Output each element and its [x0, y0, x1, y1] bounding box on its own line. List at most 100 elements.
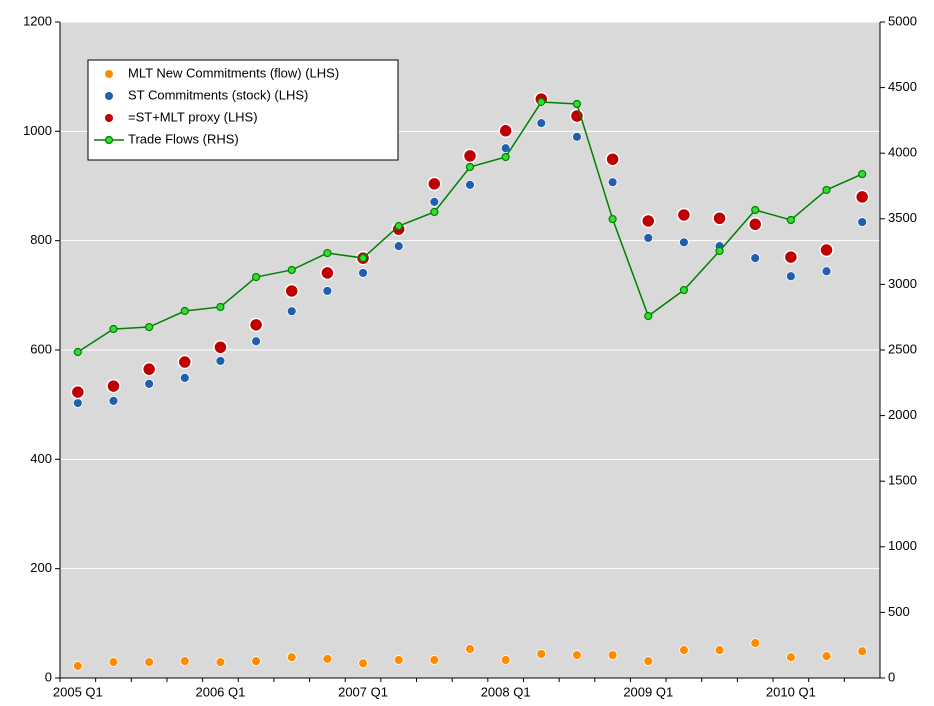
y-tick-label: 1200 [23, 13, 52, 28]
y-tick-label: 800 [30, 232, 52, 247]
legend-label: ST Commitments (stock) (LHS) [128, 87, 308, 102]
x-tick-label: 2005 Q1 [53, 684, 103, 699]
scatter-point [783, 249, 799, 265]
scatter-point [785, 271, 796, 282]
line-marker [251, 272, 261, 282]
y-tick-label: 1000 [23, 123, 52, 138]
scatter-point [500, 143, 511, 154]
line-marker [715, 246, 724, 256]
scatter-point [607, 650, 618, 660]
scatter-point [179, 656, 190, 666]
scatter-point [106, 378, 121, 394]
scatter-point [144, 378, 155, 389]
line-marker [786, 215, 795, 225]
x-tick-label: 2009 Q1 [623, 684, 673, 699]
scatter-point [750, 638, 761, 648]
scatter-point [215, 657, 226, 668]
scatter-point [427, 176, 442, 192]
scatter-point [536, 118, 547, 129]
line-marker [608, 214, 617, 224]
scatter-point [213, 340, 228, 355]
scatter-point [429, 196, 440, 207]
scatter-point [358, 658, 368, 669]
legend-box [87, 59, 399, 161]
y2-tick-label: 1500 [888, 473, 917, 488]
line-marker [501, 152, 510, 162]
line-marker [109, 324, 118, 334]
line-marker [430, 207, 439, 217]
scatter-point [358, 268, 368, 278]
scatter-point [641, 213, 656, 229]
scatter-point [747, 217, 763, 232]
scatter-point [821, 651, 832, 662]
scatter-point [643, 233, 654, 243]
y-tick-label: 400 [30, 451, 52, 466]
scatter-point [857, 646, 868, 657]
scatter-point [251, 336, 261, 347]
scatter-point [70, 384, 86, 400]
legend-label: MLT New Commitments (flow) (LHS) [128, 65, 339, 80]
y-tick-label: 0 [45, 669, 52, 684]
y-tick-label: 600 [30, 341, 52, 356]
scatter-point [393, 655, 404, 665]
scatter-point [72, 398, 83, 408]
line-marker [216, 302, 225, 312]
scatter-point [679, 237, 689, 248]
line-marker [287, 265, 296, 275]
scatter-point [679, 645, 689, 656]
scatter-point [141, 361, 157, 377]
scatter-point [108, 657, 119, 668]
line-marker [644, 311, 653, 321]
y2-tick-label: 4500 [888, 79, 917, 94]
scatter-point [320, 265, 335, 281]
x-tick-label: 2008 Q1 [481, 684, 531, 699]
scatter-point [821, 266, 832, 277]
legend-marker [104, 135, 114, 145]
legend-marker [105, 114, 113, 122]
legend-label: Trade Flows (RHS) [128, 131, 239, 146]
scatter-point [572, 650, 582, 660]
y2-tick-label: 500 [888, 604, 910, 619]
scatter-point [322, 653, 333, 664]
scatter-point [144, 657, 155, 668]
line-marker [537, 97, 546, 107]
y2-tick-label: 3500 [888, 210, 917, 225]
scatter-point [465, 180, 475, 190]
scatter-point [750, 253, 761, 264]
scatter-point [712, 211, 727, 226]
scatter-point [643, 656, 654, 666]
y2-tick-label: 4000 [888, 145, 917, 160]
scatter-point [819, 242, 834, 258]
line-marker [73, 347, 82, 357]
y-tick-label: 200 [30, 560, 52, 575]
scatter-point [177, 354, 193, 370]
x-tick-label: 2006 Q1 [195, 684, 245, 699]
x-tick-label: 2007 Q1 [338, 684, 388, 699]
line-marker [751, 205, 760, 215]
scatter-point [714, 645, 725, 656]
y2-tick-label: 5000 [888, 13, 917, 28]
scatter-point [393, 241, 404, 252]
line-marker [394, 221, 403, 231]
scatter-point [248, 317, 264, 333]
scatter-point [607, 177, 618, 188]
y2-tick-label: 2000 [888, 407, 917, 422]
line-marker [858, 169, 867, 179]
scatter-point [322, 286, 333, 296]
scatter-point [785, 652, 796, 663]
legend-marker [105, 92, 113, 100]
scatter-point [284, 283, 299, 299]
y2-tick-label: 2500 [888, 341, 917, 356]
line-marker [145, 322, 154, 332]
scatter-point [72, 661, 83, 671]
line-marker [572, 99, 582, 109]
y2-tick-label: 0 [888, 669, 895, 684]
scatter-point [286, 652, 297, 663]
scatter-point [605, 151, 620, 167]
scatter-point [498, 123, 513, 139]
line-marker [180, 306, 189, 316]
line-marker [465, 162, 475, 172]
scatter-point [500, 655, 511, 665]
line-marker [323, 248, 332, 258]
